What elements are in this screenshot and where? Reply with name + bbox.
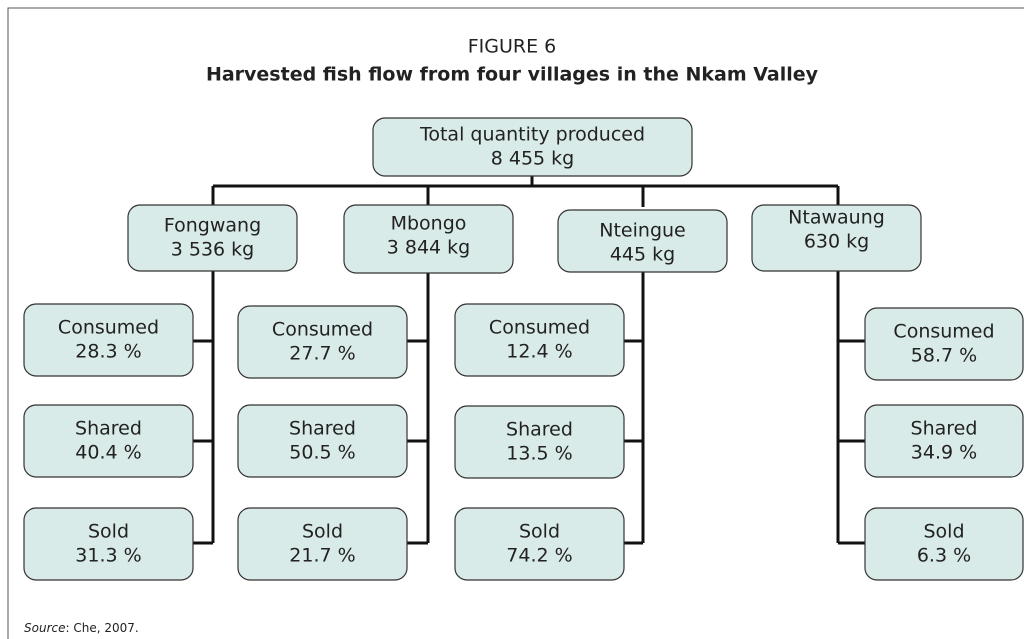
flow-box xyxy=(454,507,625,581)
flow-box-label: Sold xyxy=(519,521,560,543)
flow-box xyxy=(23,303,194,377)
flow-box-value: 58.7 % xyxy=(911,345,977,367)
village-box xyxy=(343,204,514,274)
connector xyxy=(213,176,838,188)
flow-box-value: 27.7 % xyxy=(289,343,355,365)
source-note: Source: Che, 2007. xyxy=(24,621,139,635)
flow-box-label: Consumed xyxy=(272,319,373,341)
flow-box-label: Sold xyxy=(302,521,343,543)
flow-box-value: 74.2 % xyxy=(506,545,572,567)
village-box xyxy=(557,209,728,273)
flow-box xyxy=(864,507,1024,581)
village-box-label: Mbongo xyxy=(391,213,467,235)
village-box-value: 3 536 kg xyxy=(171,239,255,261)
flow-box-label: Consumed xyxy=(893,321,994,343)
village-box-value: 445 kg xyxy=(610,244,675,266)
flow-box-value: 31.3 % xyxy=(75,545,141,567)
village-box-value: 630 kg xyxy=(804,231,869,253)
village-box-label: Ntawaung xyxy=(788,207,885,229)
flow-box-label: Shared xyxy=(75,418,142,440)
source-text: : Che, 2007. xyxy=(65,621,138,635)
flow-box-label: Shared xyxy=(911,418,978,440)
flow-box xyxy=(454,303,625,377)
flow-box xyxy=(23,404,194,478)
figure-label: FIGURE 6 xyxy=(468,36,557,58)
frame xyxy=(7,7,1024,639)
flow-box xyxy=(237,404,408,478)
flow-box-value: 40.4 % xyxy=(75,442,141,464)
flow-box xyxy=(23,507,194,581)
flow-box-label: Consumed xyxy=(489,317,590,339)
village-box-label: Fongwang xyxy=(164,215,261,237)
source-label: Source xyxy=(24,621,65,635)
flow-box-value: 34.9 % xyxy=(911,442,977,464)
village-box xyxy=(127,204,298,272)
flow-box-label: Shared xyxy=(289,418,356,440)
flow-box-value: 12.4 % xyxy=(506,341,572,363)
flow-box-value: 21.7 % xyxy=(289,545,355,567)
root-box xyxy=(372,117,693,177)
flow-box-label: Sold xyxy=(88,521,129,543)
flow-box xyxy=(454,405,625,479)
flow-box xyxy=(864,404,1024,478)
flow-box-label: Consumed xyxy=(58,317,159,339)
flow-box-label: Sold xyxy=(923,521,964,543)
flow-box-value: 28.3 % xyxy=(75,341,141,363)
figure-title: Harvested fish flow from four villages i… xyxy=(206,64,819,86)
flow-box-label: Shared xyxy=(506,419,573,441)
flow-box-value: 50.5 % xyxy=(289,442,355,464)
flow-box-value: 13.5 % xyxy=(506,443,572,465)
village-box xyxy=(751,204,922,272)
root-box-value: 8 455 kg xyxy=(491,148,575,170)
flow-box xyxy=(237,507,408,581)
flow-box xyxy=(864,307,1024,381)
flow-box-value: 6.3 % xyxy=(917,545,971,567)
root-box-label: Total quantity produced xyxy=(419,124,645,146)
flow-box xyxy=(237,305,408,379)
village-box-value: 3 844 kg xyxy=(387,237,471,259)
village-box-label: Nteingue xyxy=(599,220,685,242)
